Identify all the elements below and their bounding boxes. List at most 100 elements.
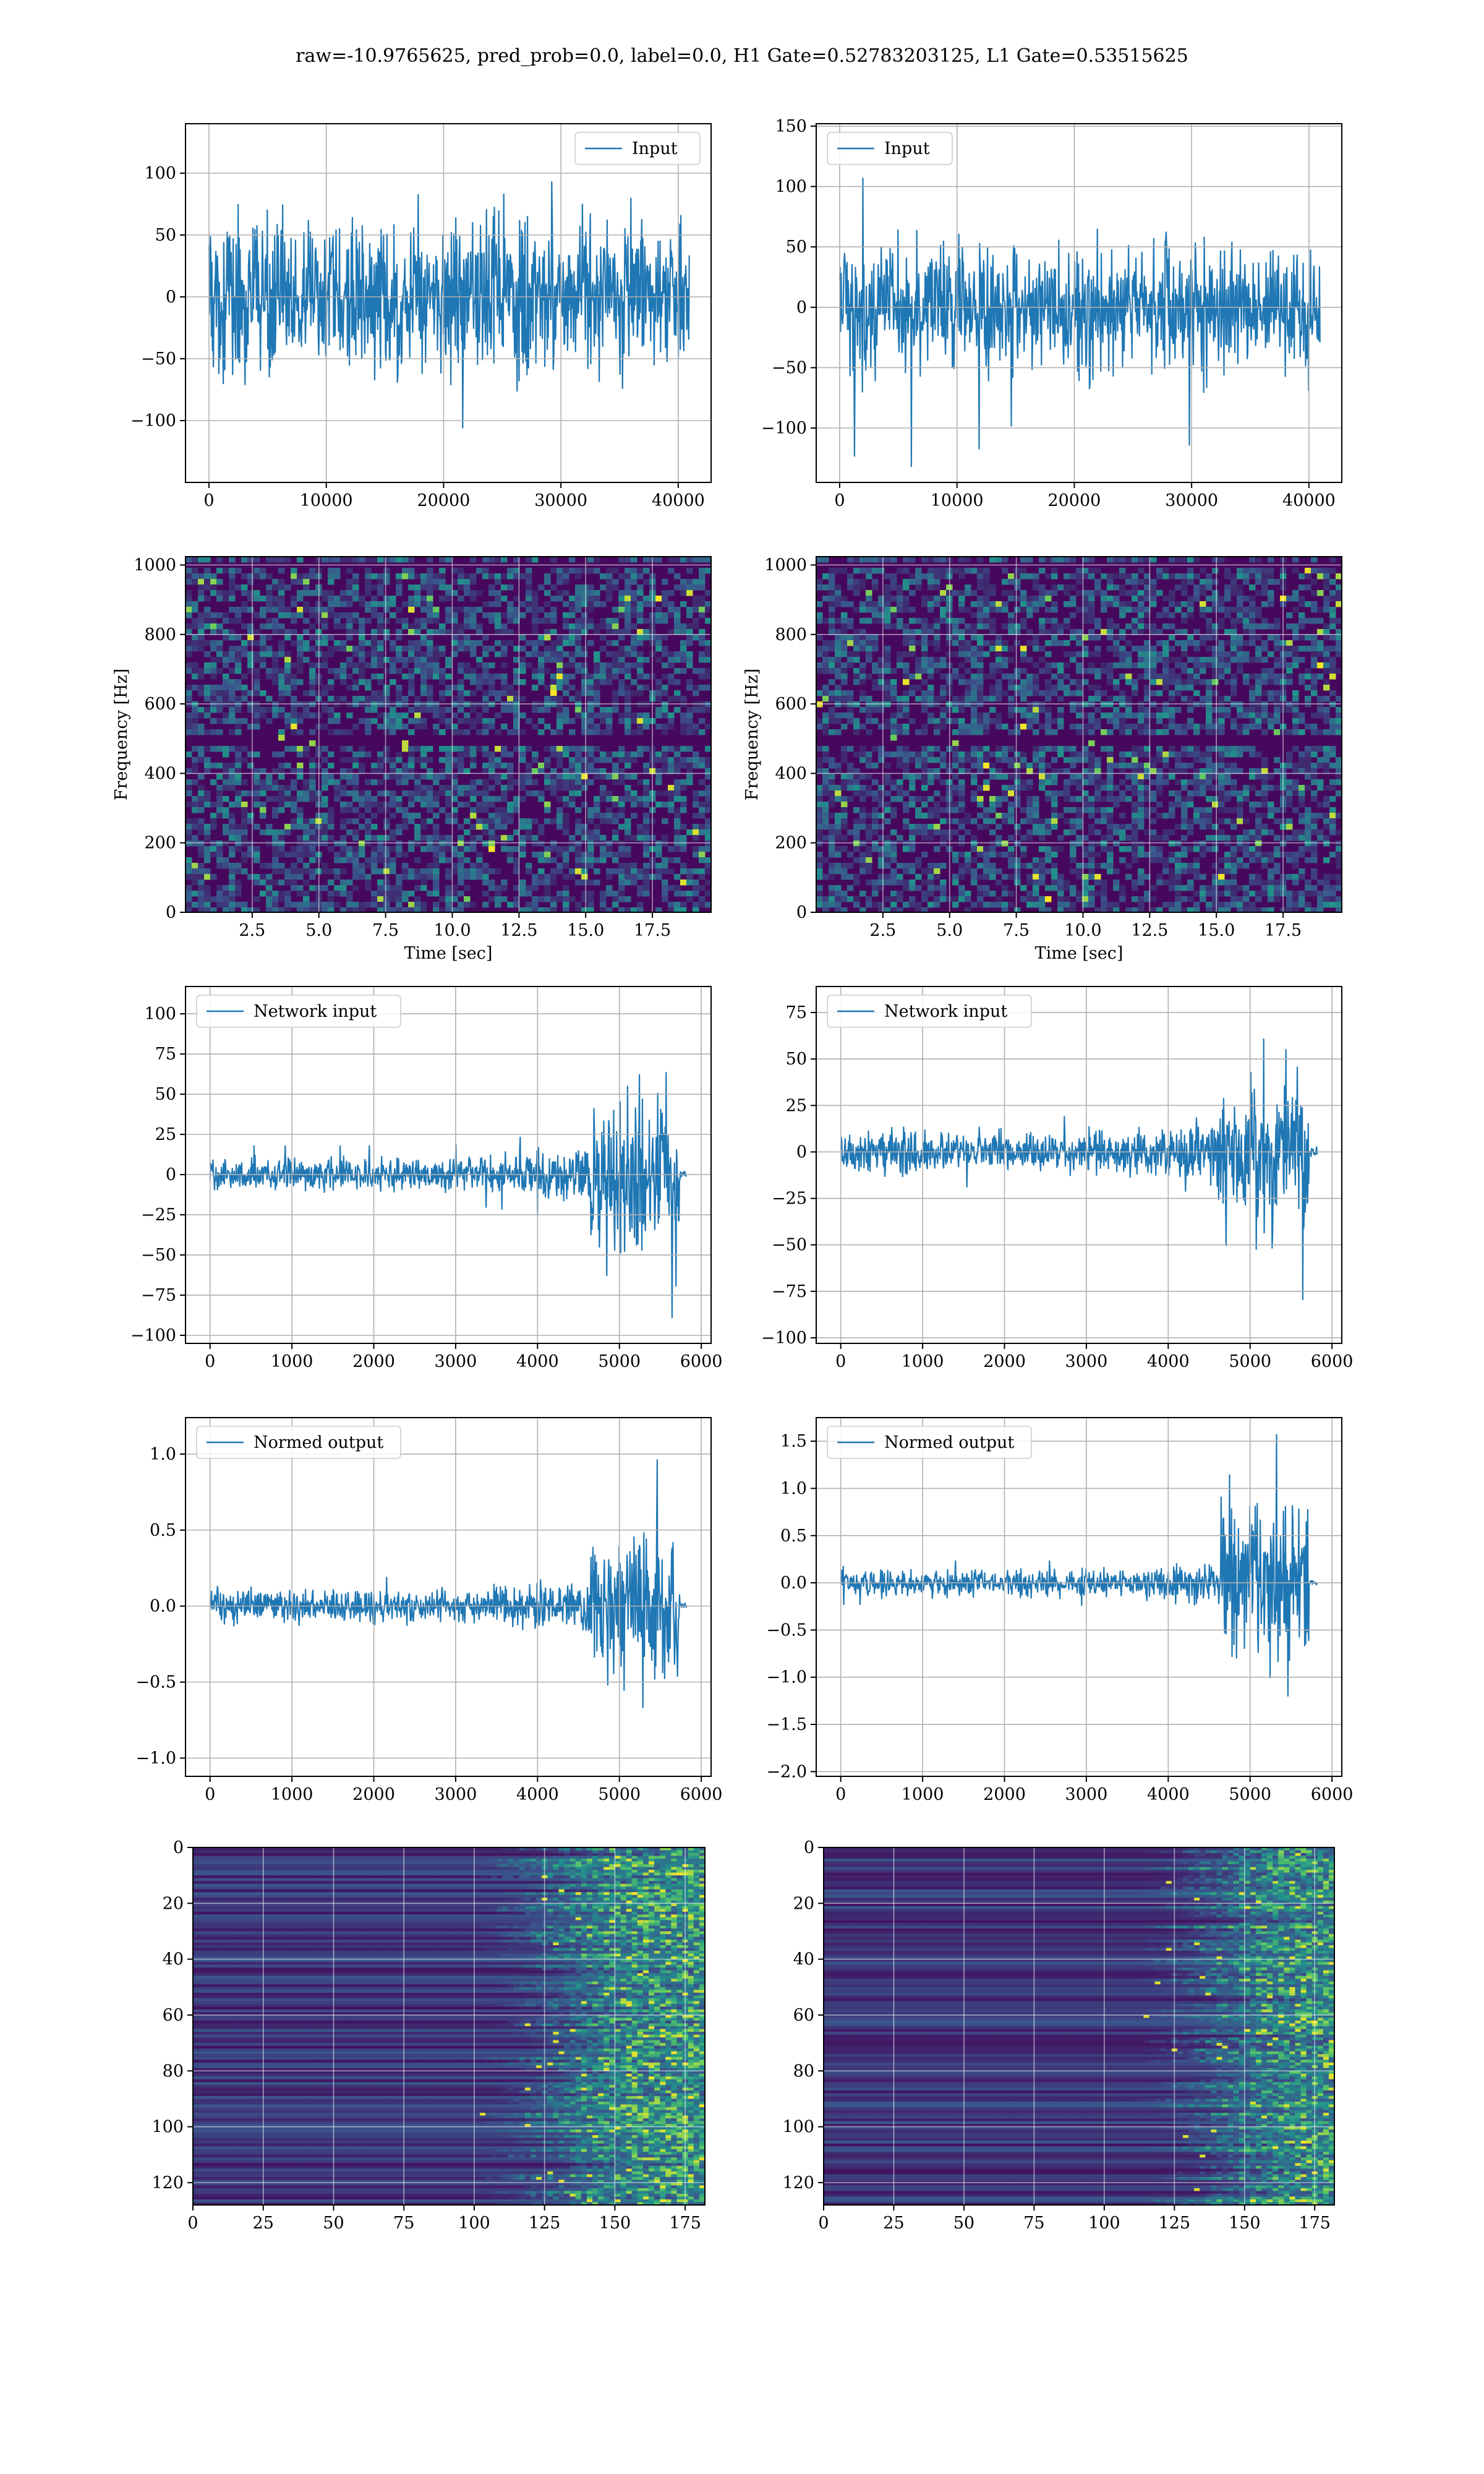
- spectrogram-cell: [594, 679, 600, 685]
- spectrogram-cell: [433, 724, 440, 730]
- spectrogram-cell: [890, 724, 897, 730]
- spectrogram-cell: [297, 768, 304, 774]
- spectrogram-cell: [414, 857, 421, 863]
- spectrogram-cell: [284, 891, 291, 897]
- spectrogram-cell: [278, 685, 285, 691]
- spectrogram-cell: [346, 857, 353, 863]
- spectrogram-cell: [458, 696, 464, 702]
- spectrogram-cell: [1329, 607, 1336, 613]
- spectrogram-cell: [1329, 646, 1336, 652]
- spectrogram-cell: [445, 785, 452, 791]
- spectrogram-cell: [606, 679, 613, 685]
- spectrogram-cell: [1150, 668, 1157, 674]
- spectrogram-cell: [488, 813, 495, 819]
- spectrogram-cell: [829, 718, 835, 724]
- spectrogram-cell: [1224, 596, 1231, 602]
- spectrogram-cell: [291, 679, 297, 685]
- spectrogram-cell: [291, 785, 297, 791]
- spectrogram-cell: [618, 852, 625, 858]
- spectrogram-cell: [247, 763, 254, 769]
- spectrogram-cell: [1237, 596, 1243, 602]
- spectrogram-cell: [1026, 657, 1033, 663]
- spectrogram-cell: [383, 557, 390, 563]
- spectrogram-cell: [451, 757, 458, 763]
- spectrogram-cell: [464, 751, 471, 758]
- spectrogram-cell: [210, 729, 217, 735]
- spectrogram-cell: [1200, 579, 1206, 585]
- spectrogram-cell: [1237, 601, 1243, 607]
- spectrogram-cell: [600, 768, 607, 774]
- spectrogram-cell: [934, 629, 940, 635]
- spectrogram-cell: [1212, 596, 1219, 602]
- spectrogram-cell: [229, 746, 236, 752]
- spectrogram-cell: [340, 768, 347, 774]
- spectrogram-cell: [996, 651, 1002, 657]
- spectrogram-cell: [464, 612, 471, 618]
- spectrogram-cell: [223, 612, 229, 618]
- spectrogram-cell: [1156, 746, 1163, 752]
- spectrogram-cell: [383, 807, 390, 813]
- spectrogram-cell: [229, 679, 236, 685]
- spectrogram-cell: [420, 846, 427, 852]
- spectrogram-cell: [204, 846, 211, 852]
- spectrogram-cell: [507, 751, 514, 758]
- spectrogram-cell: [1187, 579, 1194, 585]
- spectrogram-cell: [544, 763, 551, 769]
- spectrogram-cell: [186, 857, 192, 863]
- spectrogram-cell: [587, 852, 594, 858]
- spectrogram-cell: [488, 751, 495, 758]
- spectrogram-cell: [705, 724, 711, 730]
- spectrogram-cell: [1088, 590, 1095, 596]
- spectrogram-cell: [1323, 601, 1330, 607]
- spectrogram-cell: [297, 662, 304, 669]
- spectrogram-cell: [390, 707, 396, 713]
- spectrogram-cell: [1162, 596, 1169, 602]
- spectrogram-cell: [637, 724, 644, 730]
- y-tick-label: 100: [144, 164, 176, 183]
- spectrogram-cell: [1162, 757, 1169, 763]
- spectrogram-cell: [556, 729, 563, 735]
- spectrogram-cell: [853, 668, 860, 674]
- spectrogram-cell: [1237, 662, 1243, 669]
- spectrogram-cell: [1298, 601, 1305, 607]
- spectrogram-cell: [1119, 751, 1126, 758]
- spectrogram-cell: [365, 874, 372, 880]
- spectrogram-cell: [693, 601, 699, 607]
- spectrogram-cell: [705, 802, 711, 808]
- spectrogram-cell: [686, 657, 693, 663]
- spectrogram-cell: [1175, 729, 1182, 735]
- spectrogram-cell: [668, 790, 675, 797]
- spectrogram-cell: [198, 891, 205, 897]
- spectrogram-cell: [940, 573, 947, 580]
- spectrogram-cell: [427, 579, 433, 585]
- spectrogram-cell: [693, 880, 699, 886]
- spectrogram-cell: [470, 679, 477, 685]
- spectrogram-cell: [1317, 640, 1324, 646]
- spectrogram-cell: [1119, 690, 1126, 696]
- spectrogram-cell: [965, 590, 971, 596]
- spectrogram-cell: [526, 863, 532, 869]
- spectrogram-cell: [606, 891, 613, 897]
- spectrogram-cell: [1119, 713, 1126, 719]
- spectrogram-cell: [1156, 640, 1163, 646]
- spectrogram-cell: [340, 785, 347, 791]
- spectrogram-cell: [334, 790, 341, 797]
- spectrogram-cell: [1033, 674, 1039, 680]
- spectrogram-cell: [470, 618, 477, 624]
- spectrogram-cell: [334, 779, 341, 785]
- spectrogram-cell: [1193, 757, 1200, 763]
- spectrogram-cell: [519, 891, 526, 897]
- spectrogram-cell: [965, 646, 971, 652]
- spectrogram-cell: [359, 596, 365, 602]
- spectrogram-cell: [550, 746, 557, 752]
- spectrogram-cell: [229, 607, 236, 613]
- spectrogram-cell: [235, 796, 242, 802]
- spectrogram-cell: [1125, 579, 1132, 585]
- spectrogram-cell: [390, 668, 396, 674]
- spectrogram-cell: [1206, 629, 1213, 635]
- spectrogram-cell: [482, 573, 489, 580]
- spectrogram-cell: [445, 857, 452, 863]
- spectrogram-cell: [297, 852, 304, 858]
- spectrogram-cell: [631, 868, 638, 875]
- spectrogram-cell: [377, 902, 384, 908]
